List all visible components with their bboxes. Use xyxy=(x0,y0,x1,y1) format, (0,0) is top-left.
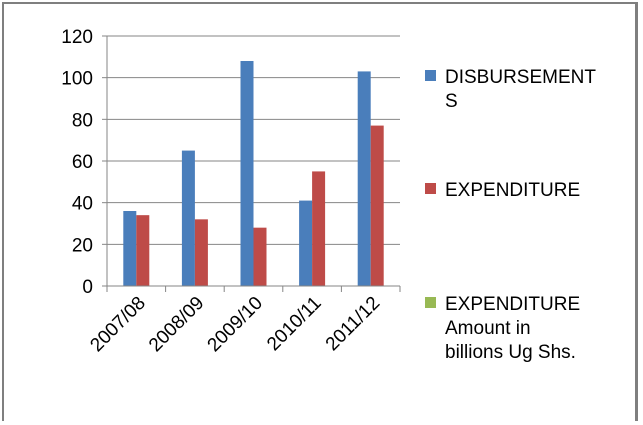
legend-label: S xyxy=(445,91,458,112)
y-tick-label: 0 xyxy=(82,277,93,298)
bar-disbursements-0 xyxy=(123,211,137,286)
legend-label: EXPENDITURE xyxy=(445,180,580,201)
legend-label: Amount in xyxy=(445,318,531,339)
legend-label: DISBURSEMENT xyxy=(445,67,596,88)
bar-expenditure-4 xyxy=(370,125,384,286)
y-tick-label: 40 xyxy=(72,194,93,215)
bar-expenditure-2 xyxy=(253,227,267,286)
y-tick-label: 100 xyxy=(61,69,93,90)
x-tick-label: 2010/11 xyxy=(263,293,325,355)
bar-expenditure-1 xyxy=(194,219,208,286)
x-tick-label: 2009/10 xyxy=(204,293,267,356)
legend-swatch xyxy=(425,297,436,308)
y-tick-labels: 0 20 40 60 80 100 120 xyxy=(61,27,93,298)
x-tick-label: 2007/08 xyxy=(86,293,149,356)
y-tick-label: 120 xyxy=(61,27,93,48)
x-tick-label: 2011/12 xyxy=(322,293,384,355)
y-tick-label: 80 xyxy=(72,110,93,131)
bar-expenditure-3 xyxy=(312,171,326,286)
axes xyxy=(102,35,401,292)
legend-swatch xyxy=(425,70,436,81)
bar-disbursements-1 xyxy=(181,150,195,286)
x-tick-label: 2008/09 xyxy=(145,293,208,356)
legend-label: billions Ug Shs. xyxy=(445,342,576,363)
bar-disbursements-3 xyxy=(299,200,313,286)
bar-disbursements-2 xyxy=(240,61,254,286)
bars xyxy=(123,61,384,287)
legend: DISBURSEMENT S EXPENDITURE EXPENDITURE Amoun… xyxy=(425,67,596,363)
legend-swatch xyxy=(425,183,436,194)
bar-disbursements-4 xyxy=(357,71,371,287)
legend-label: EXPENDITURE xyxy=(445,294,580,315)
y-tick-label: 20 xyxy=(72,235,93,256)
y-tick-label: 60 xyxy=(72,152,93,173)
bar-expenditure-0 xyxy=(136,215,150,286)
